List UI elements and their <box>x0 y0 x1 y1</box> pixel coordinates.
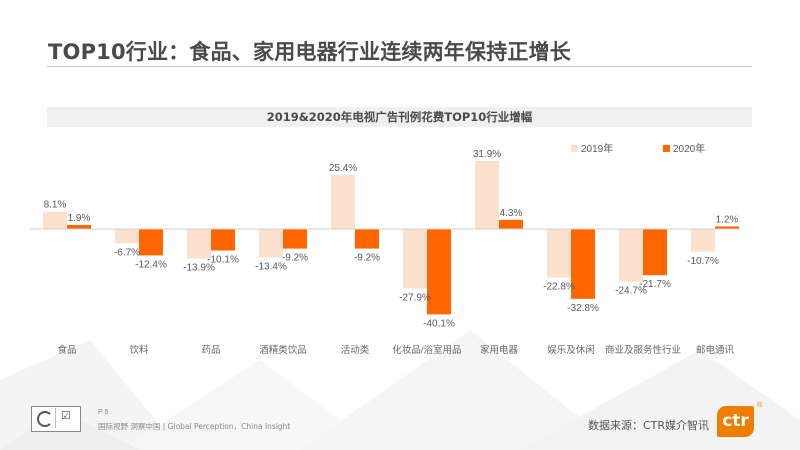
data-label-2019-5: -27.9% <box>399 292 431 303</box>
data-label-2020-7: -32.8% <box>567 303 599 314</box>
data-label-2020-4: -9.2% <box>354 253 380 264</box>
bar-2019-8 <box>619 229 643 282</box>
title-divider <box>47 66 752 67</box>
bar-2019-7 <box>547 229 571 278</box>
data-label-2020-0: 1.9% <box>68 213 91 224</box>
bar-2019-3 <box>259 229 283 258</box>
bar-2019-1 <box>115 229 139 244</box>
legend-swatch-2020 <box>663 145 670 152</box>
category-label-6: 家用电器 <box>480 344 519 356</box>
bar-2020-8 <box>643 229 667 276</box>
bar-2020-4 <box>355 229 379 249</box>
data-source: 数据来源：CTR媒介智讯 <box>588 419 710 432</box>
category-label-2: 药品 <box>201 345 220 356</box>
page-title: TOP10行业：食品、家用电器行业连续两年保持正增长 <box>48 40 571 64</box>
bar-2019-9 <box>691 229 715 252</box>
legend-label-2019: 2019年 <box>581 142 613 155</box>
bar-2020-1 <box>139 229 163 256</box>
page-number: P 5 <box>98 409 109 416</box>
data-label-2019-2: -13.9% <box>183 263 215 274</box>
data-label-2019-1: -6.7% <box>114 247 140 258</box>
ctr-logo: ctr <box>717 406 754 437</box>
data-label-2019-6: 31.9% <box>473 149 501 160</box>
bar-2020-2 <box>211 229 235 251</box>
category-label-5: 化妆品/浴室用品 <box>392 344 461 356</box>
bar-chart: 2019年 2020年 8.1%1.9%-6.7%-12.4% -13.9%-10.… <box>30 142 740 356</box>
category-label-9: 邮电通讯 <box>696 344 735 356</box>
bar-2020-6 <box>499 219 523 229</box>
category-label-7: 娱乐及休闲 <box>547 344 595 356</box>
data-label-2019-0: 8.1% <box>44 200 67 211</box>
data-label-2020-3: -9.2% <box>282 253 308 264</box>
bar-2020-0 <box>67 224 91 229</box>
category-label-3: 酒精类饮品 <box>259 344 307 356</box>
category-label-0: 食品 <box>57 344 76 356</box>
bar-2020-3 <box>283 229 307 249</box>
category-labels-group: 食品 饮料 药品 酒精类饮品 活动类 化妆品/浴室用品 家用电器 娱乐及休闲 商业及服务性行业 邮… <box>57 344 734 356</box>
category-label-4: 活动类 <box>341 344 370 356</box>
data-label-2020-2: -10.1% <box>207 255 239 266</box>
data-label-2019-3: -13.4% <box>255 262 287 273</box>
bar-2020-9 <box>715 226 739 229</box>
data-label-2020-1: -12.4% <box>135 259 167 270</box>
data-label-2019-4: 25.4% <box>329 163 357 174</box>
data-labels-group: 8.1%1.9%-6.7%-12.4% -13.9%-10.1%-13.4%-9.… <box>44 149 739 329</box>
data-label-2020-9: 1.2% <box>716 214 739 225</box>
category-label-1: 饮料 <box>129 344 149 356</box>
data-label-2020-8: -21.7% <box>639 279 671 290</box>
bar-2020-5 <box>427 229 451 315</box>
bar-2019-2 <box>187 229 211 259</box>
category-label-8: 商业及服务性行业 <box>605 344 681 356</box>
bar-2019-4 <box>331 174 355 229</box>
data-label-2019-8: -24.7% <box>615 286 647 297</box>
bar-2019-0 <box>43 211 67 229</box>
check-icon: ☑ <box>61 410 71 422</box>
chart-title: 2019&2020年电视广告刊例花费TOP10行业增幅 <box>47 107 752 127</box>
registered-mark: ® <box>757 402 763 409</box>
certification-badge-icon <box>37 411 53 427</box>
bar-2020-7 <box>571 229 595 299</box>
certification-logo: ☑ <box>31 406 81 432</box>
legend: 2019年 2020年 <box>571 142 705 155</box>
bar-2019-6 <box>475 161 499 229</box>
data-label-2019-7: -22.8% <box>543 282 575 293</box>
data-label-2020-6: 4.3% <box>500 208 523 219</box>
data-label-2020-5: -40.1% <box>423 318 455 329</box>
bars-group <box>43 161 739 315</box>
legend-label-2020: 2020年 <box>673 142 705 155</box>
legend-swatch-2019 <box>571 145 578 152</box>
data-label-2019-9: -10.7% <box>687 256 719 267</box>
bar-2019-5 <box>403 229 427 289</box>
tagline: 国际视野 洞察中国 | Global Perception，China Insi… <box>98 422 291 431</box>
